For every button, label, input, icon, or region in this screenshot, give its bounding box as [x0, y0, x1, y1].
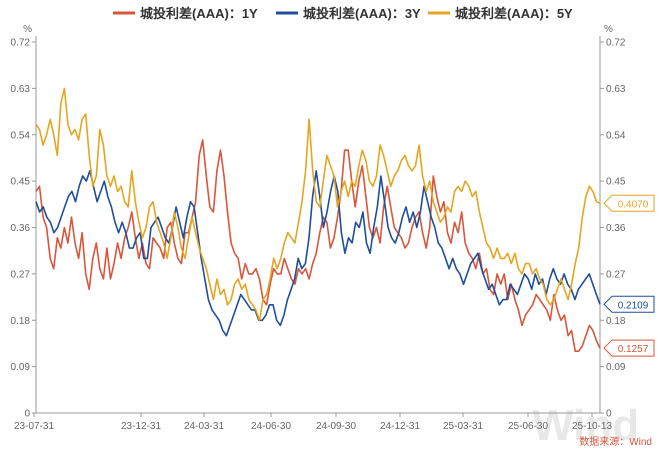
x-tick-label: 25-03-31: [443, 421, 483, 432]
y-tick-label-left: 0.54: [11, 130, 31, 141]
y-tick-label-left: 0: [24, 409, 30, 420]
x-tick-label: 24-03-31: [184, 421, 224, 432]
end-label-2: 0.2109: [603, 295, 655, 313]
y-tick-label-left: 0.45: [11, 177, 31, 188]
end-label-value: 0.1257: [618, 344, 649, 355]
x-tick-label: 24-12-31: [380, 421, 420, 432]
y-tick-label-right: 0.18: [606, 316, 626, 327]
legend-label: 城投利差(AAA)：1Y: [140, 6, 258, 21]
source-note: 数据来源：Wind: [579, 435, 652, 448]
end-label-value: 0.2109: [618, 300, 649, 311]
legend-label: 城投利差(AAA)：3Y: [303, 6, 421, 21]
series-line-3: [35, 87, 601, 322]
end-labels: 0.1257 0.2109 0.4070: [603, 194, 655, 357]
series-layer: [35, 87, 601, 353]
y-tick-label-right: 0.36: [606, 223, 626, 234]
y-tick-label-right: 0: [606, 409, 612, 420]
x-tick-label: 23-12-31: [121, 421, 161, 432]
series-line-2: [35, 170, 601, 337]
y-tick-label-right: 0.72: [606, 38, 626, 49]
watermark-text: Wind: [532, 401, 639, 450]
end-label-box: [603, 339, 655, 357]
y-tick-label-right: 0.45: [606, 177, 626, 188]
end-label-3: 0.4070: [603, 194, 655, 212]
x-tick-label: 25-06-30: [508, 421, 548, 432]
y-tick-label-left: 0.09: [11, 362, 31, 373]
x-tick-label: 25-10-13: [572, 421, 612, 432]
legend-item-1: 城投利差(AAA)：1Y: [113, 6, 258, 21]
end-label-1: 0.1257: [603, 339, 655, 357]
end-label-box: [603, 295, 655, 313]
series-line-1: [35, 139, 601, 353]
y-unit-right: %: [604, 24, 613, 35]
x-tick-label: 24-06-30: [251, 421, 291, 432]
legend: 城投利差(AAA)：1Y 城投利差(AAA)：3Y 城投利差(AAA)：5Y: [113, 6, 573, 21]
legend-item-2: 城投利差(AAA)：3Y: [276, 6, 421, 21]
y-tick-label-right: 0.27: [606, 269, 626, 280]
legend-label: 城投利差(AAA)：5Y: [455, 6, 573, 21]
y-tick-label-left: 0.63: [11, 84, 31, 95]
y-tick-label-right: 0.54: [606, 130, 626, 141]
y-tick-label-left: 0.27: [11, 269, 31, 280]
y-tick-label-left: 0.72: [11, 38, 31, 49]
y-tick-label-left: 0.18: [11, 316, 31, 327]
legend-item-3: 城投利差(AAA)：5Y: [428, 6, 573, 21]
end-label-value: 0.4070: [618, 199, 649, 210]
end-label-box: [603, 194, 655, 212]
y-tick-label-right: 0.63: [606, 84, 626, 95]
x-tick-label: 24-09-30: [316, 421, 356, 432]
x-tick-label: 23-07-31: [14, 421, 54, 432]
y-unit-left: %: [23, 24, 32, 35]
axes: % % 0 0 0.09 0.09 0.18 0.18 0.27 0.27 0.36 0.36 0.45…: [11, 24, 626, 432]
y-tick-label-right: 0.09: [606, 362, 626, 373]
y-tick-label-left: 0.36: [11, 223, 31, 234]
